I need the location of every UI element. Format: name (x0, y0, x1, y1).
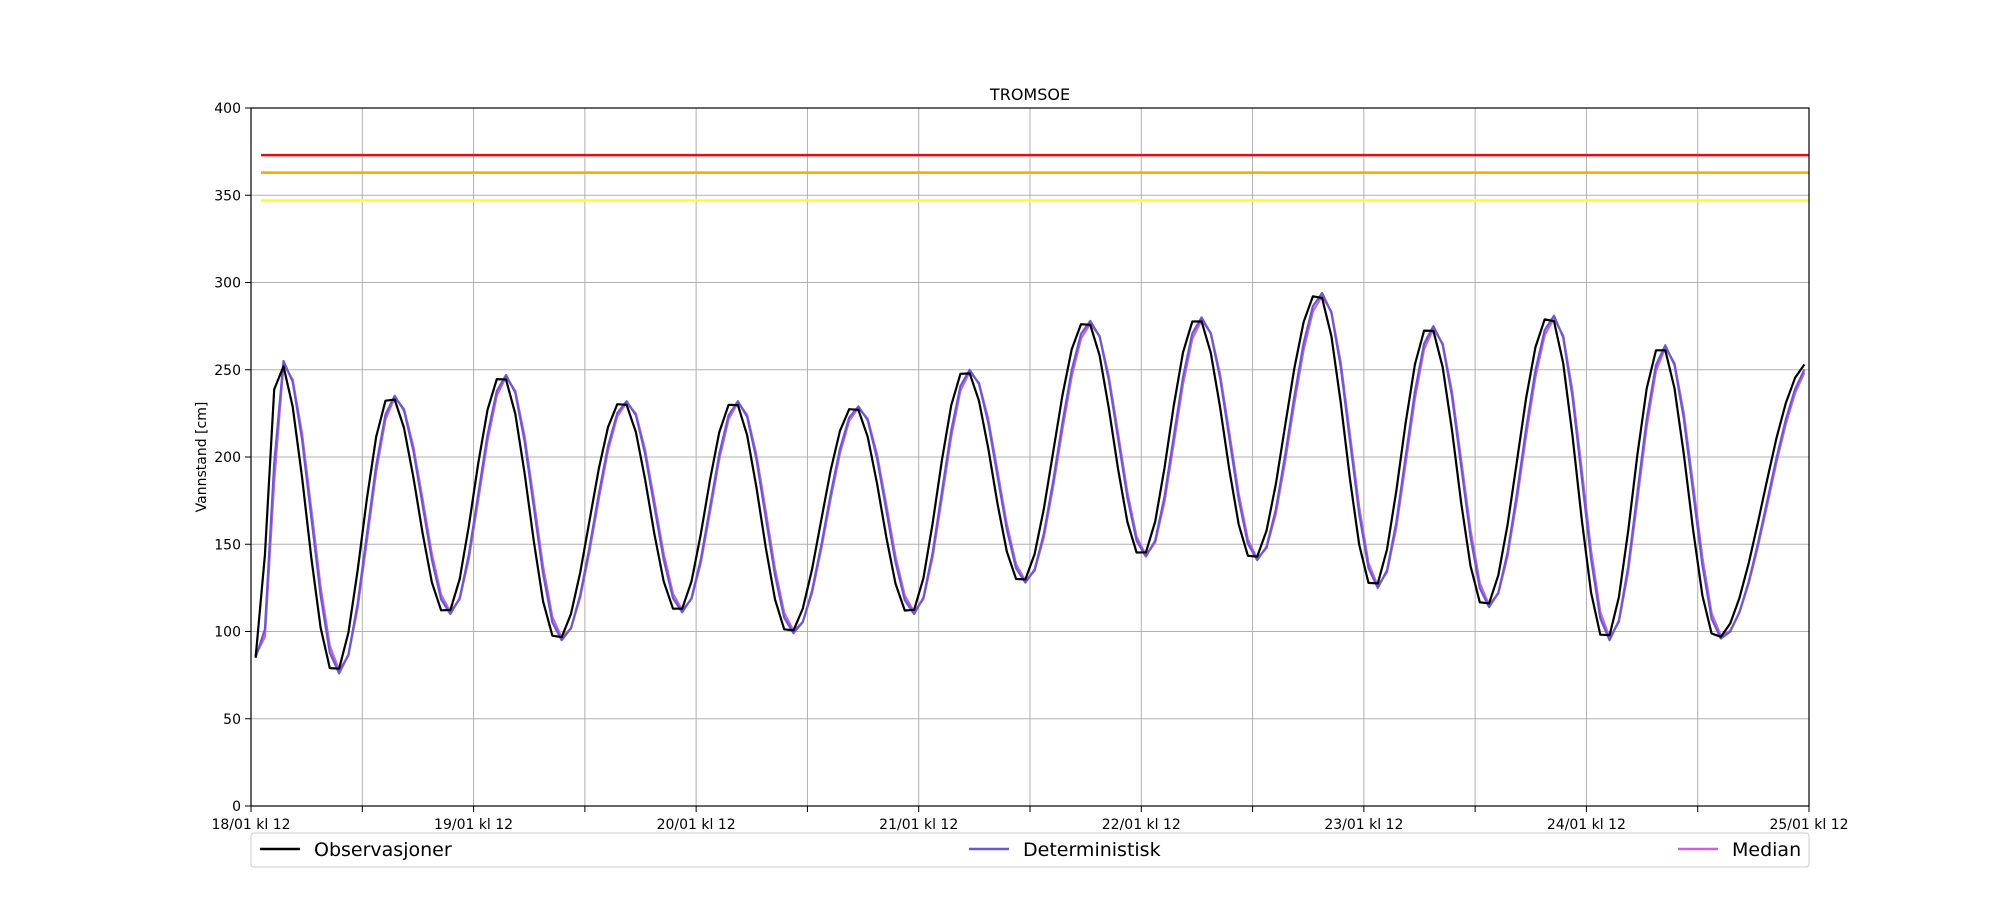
x-tick-label: 19/01 kl 12 (434, 817, 513, 833)
series-line-deterministisk (254, 291, 1806, 675)
grid-lines (250, 107, 1810, 807)
legend-item-median: Median (1678, 839, 1801, 861)
x-tick-label: 22/01 kl 12 (1102, 817, 1181, 833)
x-tick-label: 24/01 kl 12 (1547, 817, 1626, 833)
legend-frame (250, 832, 1810, 868)
threshold-lines (261, 153, 1809, 202)
axis-ticks: 0 50 100 150 200 250 300 350 400 18/01 kl 12 19/01… (211, 101, 1848, 833)
y-tick-label: 150 (214, 537, 241, 553)
chart-title: TROMSOE (989, 85, 1070, 104)
y-tick-label: 400 (214, 101, 241, 117)
series-lines (254, 291, 1806, 675)
y-tick-label: 350 (214, 188, 241, 204)
legend-label-median: Median (1732, 839, 1801, 861)
y-tick-label: 250 (214, 363, 241, 379)
y-tick-label: 50 (223, 712, 241, 728)
x-tick-label: 21/01 kl 12 (879, 817, 958, 833)
x-tick-label: 25/01 kl 12 (1769, 817, 1848, 833)
y-tick-label: 200 (214, 450, 241, 466)
x-tick-label: 18/01 kl 12 (211, 817, 290, 833)
legend-label-deterministisk: Deterministisk (1023, 839, 1161, 861)
x-tick-label: 23/01 kl 12 (1324, 817, 1403, 833)
legend: Observasjoner Deterministisk Median (250, 832, 1810, 868)
legend-label-observasjoner: Observasjoner (314, 839, 452, 861)
y-tick-label: 0 (232, 799, 241, 815)
series-line-observasjoner (254, 295, 1806, 670)
y-tick-label: 300 (214, 276, 241, 292)
y-axis-label: Vannstand [cm] (194, 402, 210, 513)
y-tick-label: 100 (214, 625, 241, 641)
legend-item-observasjoner: Observasjoner (260, 839, 452, 861)
x-tick-label: 20/01 kl 12 (657, 817, 736, 833)
legend-item-deterministisk: Deterministisk (969, 839, 1161, 861)
